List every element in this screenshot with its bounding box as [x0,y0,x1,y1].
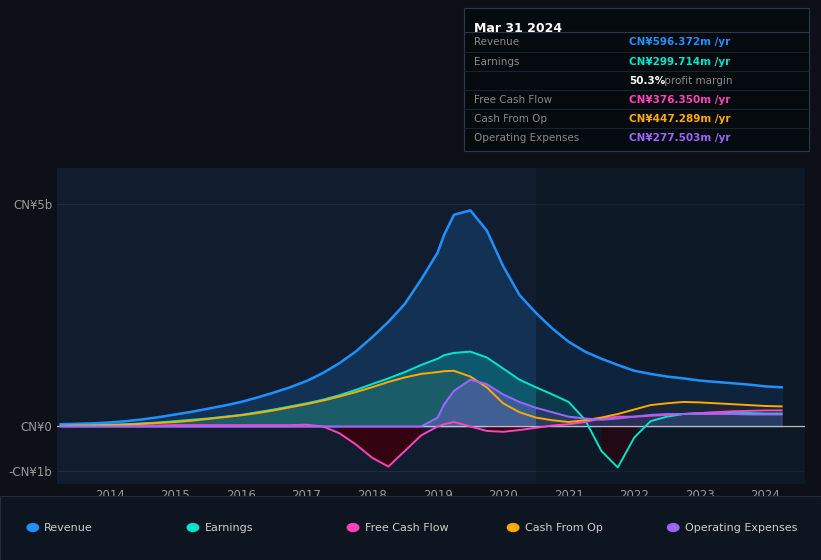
Text: Free Cash Flow: Free Cash Flow [474,95,552,105]
Text: CN¥376.350m /yr: CN¥376.350m /yr [630,95,731,105]
Text: Cash From Op: Cash From Op [474,114,547,124]
Bar [536,164,811,484]
Text: Revenue: Revenue [44,522,93,533]
Text: Earnings: Earnings [204,522,253,533]
Text: CN¥277.503m /yr: CN¥277.503m /yr [630,133,731,143]
Text: profit margin: profit margin [661,76,732,86]
Text: Mar 31 2024: Mar 31 2024 [474,22,562,35]
Text: Cash From Op: Cash From Op [525,522,603,533]
Text: CN¥596.372m /yr: CN¥596.372m /yr [630,38,731,48]
Text: CN¥447.289m /yr: CN¥447.289m /yr [630,114,731,124]
Text: Operating Expenses: Operating Expenses [474,133,579,143]
Text: Revenue: Revenue [474,38,519,48]
Text: Operating Expenses: Operating Expenses [685,522,797,533]
Text: Earnings: Earnings [474,57,519,67]
Text: 50.3%: 50.3% [630,76,666,86]
Text: CN¥299.714m /yr: CN¥299.714m /yr [630,57,731,67]
Text: Free Cash Flow: Free Cash Flow [365,522,448,533]
